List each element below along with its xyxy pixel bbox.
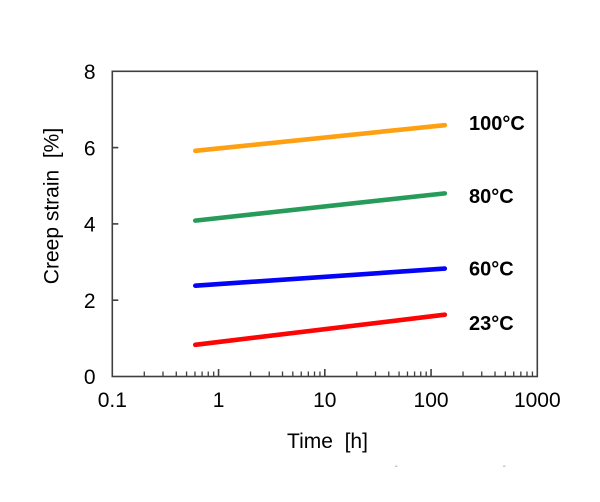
svg-text:100: 100 [414, 389, 449, 412]
svg-text:10: 10 [313, 389, 336, 412]
svg-text:2: 2 [84, 290, 96, 313]
svg-text:6: 6 [84, 137, 96, 160]
svg-text:1000: 1000 [514, 389, 561, 412]
svg-text:Time [h]: Time [h] [287, 430, 368, 453]
svg-text:0.1: 0.1 [98, 389, 127, 412]
svg-text:80°C: 80°C [469, 186, 514, 208]
svg-text:8: 8 [84, 61, 96, 84]
svg-text:4: 4 [84, 214, 96, 237]
svg-text:Creep strain [%]: Creep strain [%] [40, 128, 63, 284]
svg-text:60°C: 60°C [469, 258, 514, 280]
svg-text:0: 0 [84, 366, 96, 389]
svg-text:23°C: 23°C [469, 313, 514, 335]
svg-text:100°C: 100°C [469, 113, 525, 135]
svg-text:1: 1 [213, 389, 225, 412]
